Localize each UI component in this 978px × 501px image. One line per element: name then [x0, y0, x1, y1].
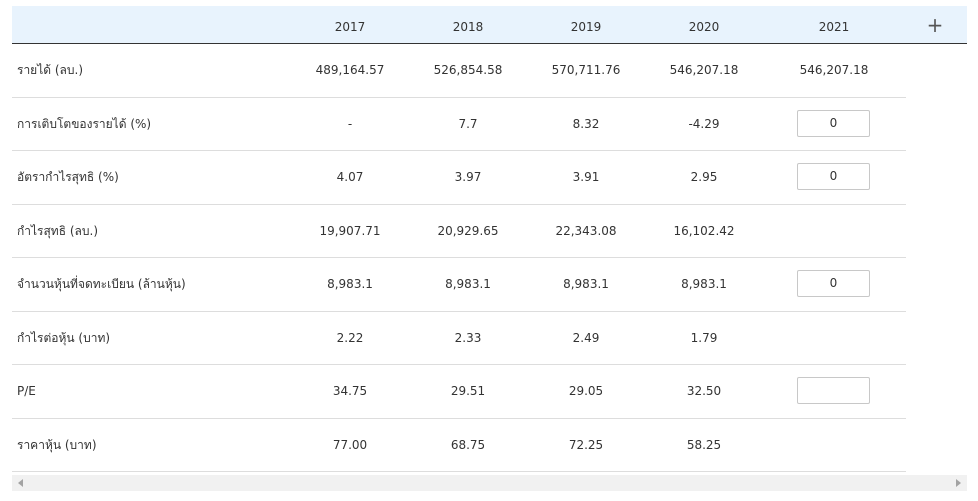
cell-2017: 34.75	[332, 384, 368, 398]
table-row: กำไรสุทธิ (ลบ.) 19,907.71 20,929.65 22,343.…	[12, 205, 906, 258]
cell-2018: 20,929.65	[437, 223, 499, 238]
cell-2018: 2.33	[454, 330, 482, 345]
row-label: จำนวนหุ้นที่จดทะเบียน (ล้านหุ้น)	[17, 277, 186, 291]
cell-2019: 3.91	[572, 170, 600, 184]
cell-2018: 7.7	[458, 116, 478, 131]
table-row: การเติบโตของรายได้ (%) - 7.7 8.32 -4.29	[12, 98, 906, 151]
row-label: กำไรสุทธิ (ลบ.)	[17, 223, 99, 238]
table-row: ราคาหุ้น (บาท) 77.00 68.75 72.25 58.25	[12, 419, 906, 472]
cell-2018: 3.97	[454, 170, 482, 184]
cell-2017: 8,983.1	[327, 277, 373, 291]
cell-2021	[779, 205, 889, 257]
cell-2017: 77.00	[332, 437, 368, 452]
row-label: อัตรากำไรสุทธิ (%)	[17, 170, 119, 184]
input-2021[interactable]	[797, 377, 870, 404]
cell-2019: 2.49	[572, 330, 600, 345]
cell-2017: 19,907.71	[319, 223, 381, 238]
cell-2019: 570,711.76	[551, 63, 621, 77]
cell-2021	[779, 312, 889, 364]
add-column-button[interactable]: +	[926, 13, 944, 37]
cell-2020: 32.50	[686, 384, 722, 398]
scroll-right-arrow-icon[interactable]	[956, 479, 961, 487]
row-label: รายได้ (ลบ.)	[17, 63, 84, 77]
cell-2017: 4.07	[336, 170, 364, 184]
table-row: อัตรากำไรสุทธิ (%) 4.07 3.97 3.91 2.95	[12, 151, 906, 205]
cell-2018: 526,854.58	[433, 63, 503, 77]
cell-2020: -4.29	[688, 116, 720, 131]
cell-2020: 2.95	[690, 170, 718, 184]
table-row: P/E 34.75 29.51 29.05 32.50	[12, 365, 906, 419]
cell-2017: 2.22	[336, 330, 364, 345]
scroll-left-arrow-icon[interactable]	[18, 479, 23, 487]
row-label: ราคาหุ้น (บาท)	[17, 437, 97, 452]
header-year-2019: 2019	[570, 20, 602, 34]
cell-2020: 546,207.18	[669, 63, 739, 77]
cell-2018: 8,983.1	[445, 277, 491, 291]
header-year-2020: 2020	[688, 20, 720, 34]
input-2021[interactable]	[797, 270, 870, 297]
horizontal-scrollbar[interactable]	[12, 475, 967, 491]
header-year-2021: 2021	[818, 20, 850, 34]
cell-2017: -	[347, 116, 353, 131]
cell-2020: 16,102.42	[673, 223, 735, 238]
cell-2019: 8.32	[572, 116, 600, 131]
cell-2020: 8,983.1	[681, 277, 727, 291]
input-2021[interactable]	[797, 163, 870, 190]
table-row: จำนวนหุ้นที่จดทะเบียน (ล้านหุ้น) 8,983.1 8…	[12, 258, 906, 312]
row-label: การเติบโตของรายได้ (%)	[17, 116, 152, 131]
cell-2018: 29.51	[450, 384, 486, 398]
header-year-2018: 2018	[452, 20, 484, 34]
row-label: กำไรต่อหุ้น (บาท)	[17, 330, 111, 345]
input-2021[interactable]	[797, 109, 870, 137]
cell-2017: 489,164.57	[315, 63, 385, 77]
table-row: รายได้ (ลบ.) 489,164.57 526,854.58 570,711.…	[12, 44, 906, 98]
cell-2021	[779, 419, 889, 471]
table-header: 2017 2018 2019 2020 2021 +	[12, 6, 967, 44]
cell-2019: 8,983.1	[563, 277, 609, 291]
header-year-2017: 2017	[334, 20, 366, 34]
cell-2019: 22,343.08	[555, 223, 617, 238]
table-row: กำไรต่อหุ้น (บาท) 2.22 2.33 2.49 1.79	[12, 312, 906, 365]
cell-2019: 72.25	[568, 437, 604, 452]
cell-2018: 68.75	[450, 437, 486, 452]
cell-2019: 29.05	[568, 384, 604, 398]
financial-projection-table: 2017 2018 2019 2020 2021 + รายได้ (ลบ.) 4…	[12, 6, 967, 472]
cell-2020: 1.79	[690, 330, 718, 345]
cell-2021: 546,207.18	[799, 63, 869, 77]
row-label: P/E	[17, 384, 36, 398]
cell-2020: 58.25	[686, 437, 722, 452]
table-body: รายได้ (ลบ.) 489,164.57 526,854.58 570,711.…	[12, 44, 967, 472]
